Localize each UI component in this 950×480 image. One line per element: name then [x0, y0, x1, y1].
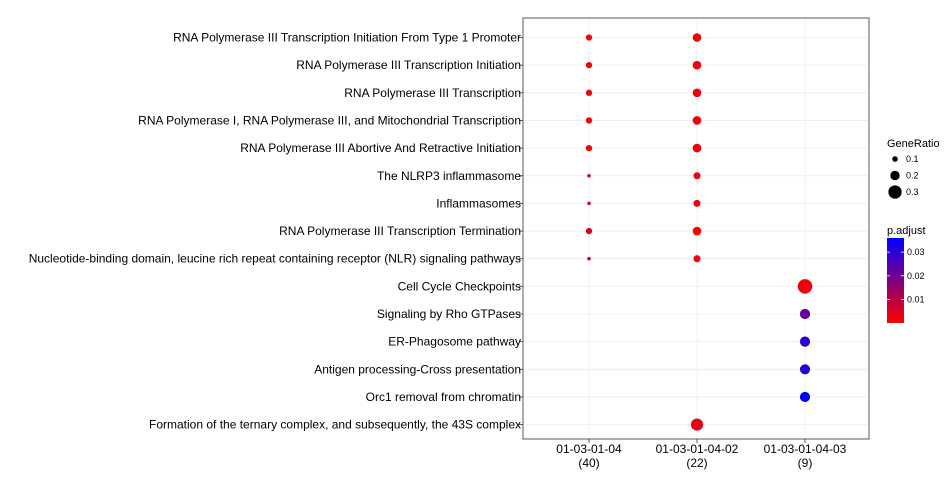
legend-title-padjust: p.adjust	[887, 225, 926, 237]
panel-border	[522, 17, 870, 440]
colorbar-label: 0.01	[907, 294, 925, 304]
data-point	[693, 255, 701, 263]
data-point	[692, 33, 702, 42]
y-tick-label: RNA Polymerase III Transcription	[344, 86, 521, 100]
x-tick-label: 01-03-01-04-03	[764, 442, 847, 456]
x-tick-count: (22)	[686, 456, 707, 470]
y-tick-label: Orc1 removal from chromatin	[366, 390, 521, 404]
y-tick-label: Signaling by Rho GTPases	[377, 307, 521, 321]
legend-size-label: 0.3	[906, 187, 919, 197]
data-point	[692, 60, 702, 70]
y-tick-label: RNA Polymerase III Transcription Initiat…	[296, 58, 521, 72]
x-axis: 01-03-01-04(40) 01-03-01-04-02(22) 01-03-0…	[556, 439, 847, 470]
data-point	[585, 34, 593, 41]
data-point	[692, 226, 702, 236]
data-point	[587, 173, 591, 178]
y-tick-label: RNA Polymerase III Abortive And Retracti…	[240, 141, 521, 155]
y-tick-label: Antigen processing-Cross presentation	[314, 362, 521, 376]
data-point	[693, 172, 701, 180]
generatio-legend: GeneRatio 0.1 0.2 0.3	[887, 138, 940, 199]
x-tick-label: 01-03-01-04-02	[656, 442, 739, 456]
data-point	[797, 279, 813, 294]
data-point	[585, 89, 593, 96]
x-tick-count: (9)	[798, 456, 813, 470]
y-tick-label: ER-Phagosome pathway	[388, 335, 521, 349]
y-tick-label: RNA Polymerase III Transcription Termina…	[279, 224, 521, 238]
data-point	[690, 418, 704, 431]
y-tick-label: RNA Polymerase I, RNA Polymerase III, an…	[138, 113, 521, 127]
legend-size-label: 0.2	[906, 171, 919, 181]
data-point	[585, 117, 593, 124]
data-point	[692, 143, 702, 153]
y-tick-label: The NLRP3 inflammasome	[377, 169, 521, 183]
x-tick-count: (40)	[578, 456, 599, 470]
legend-size-key	[892, 156, 898, 162]
legend-size-key	[888, 185, 902, 199]
data-point	[799, 391, 811, 403]
legend-title-generatio: GeneRatio	[887, 138, 940, 150]
plot-panel	[522, 17, 870, 440]
data-point	[799, 336, 811, 347]
data-point	[692, 116, 702, 125]
legend-size-key	[890, 170, 900, 181]
colorbar-label: 0.02	[907, 271, 925, 281]
y-tick-label: Formation of the ternary complex, and su…	[149, 418, 521, 432]
legend-size-label: 0.1	[906, 154, 919, 164]
y-axis: RNA Polymerase III Transcription Initiat…	[29, 31, 523, 432]
data-point	[692, 88, 702, 98]
data-point	[585, 227, 593, 235]
data-point	[799, 364, 811, 375]
y-tick-label: Cell Cycle Checkpoints	[398, 279, 521, 293]
y-tick-label: Nucleotide-binding domain, leucine rich …	[29, 252, 521, 266]
colorbar-label: 0.03	[907, 247, 925, 257]
y-tick-label: Inflammasomes	[436, 196, 521, 210]
data-point	[585, 62, 593, 69]
data-point	[587, 201, 591, 206]
y-tick-label: RNA Polymerase III Transcription Initiat…	[173, 31, 521, 45]
data-point	[693, 199, 701, 207]
data-points	[585, 33, 813, 431]
padjust-legend: p.adjust 0.01 0.02 0.03	[887, 225, 926, 323]
data-point	[587, 256, 591, 261]
colorbar	[887, 238, 904, 323]
data-point	[799, 308, 811, 320]
data-point	[585, 144, 593, 152]
x-tick-label: 01-03-01-04	[556, 442, 622, 456]
